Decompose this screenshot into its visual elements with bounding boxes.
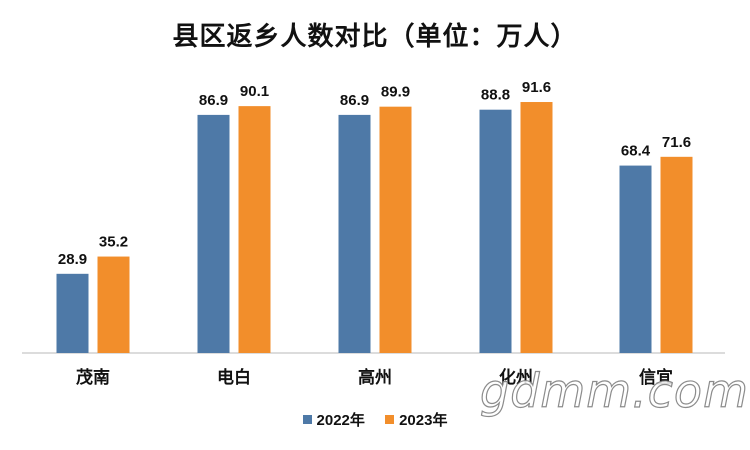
legend-swatch-series-2 <box>385 415 395 424</box>
bar-信宜-2022年 <box>619 165 652 353</box>
data-label-信宜-2022年: 68.4 <box>621 143 651 160</box>
data-label-电白-2023年: 90.1 <box>240 83 269 100</box>
data-label-信宜-2023年: 71.6 <box>662 134 691 151</box>
legend-label-series-1: 2022年 <box>316 412 365 429</box>
bar-茂南-2023年 <box>97 256 130 353</box>
bar-高州-2023年 <box>379 106 412 353</box>
bar-高州-2022年 <box>338 114 371 353</box>
data-label-茂南-2022年: 28.9 <box>58 251 87 268</box>
value-labels-layer: 28.9 35.2 86.9 90.1 86.9 89.9 88.8 91.6 68.4 71.6 <box>58 79 691 268</box>
bar-化州-2022年 <box>479 109 512 353</box>
legend-label-series-2: 2023年 <box>399 412 448 429</box>
data-label-化州-2022年: 88.8 <box>481 87 510 104</box>
data-label-高州-2023年: 89.9 <box>381 84 410 101</box>
bar-信宜-2023年 <box>660 156 693 353</box>
bar-化州-2023年 <box>520 102 553 354</box>
data-label-茂南-2023年: 35.2 <box>99 234 128 251</box>
category-label-化州: 化州 <box>499 367 533 388</box>
watermark: gdmm.com <box>479 363 749 418</box>
data-label-电白-2022年: 86.9 <box>199 92 228 109</box>
category-label-高州: 高州 <box>358 367 392 388</box>
category-label-信宜: 信宜 <box>639 367 673 388</box>
chart-title: 县区返乡人数对比（单位：万人） <box>172 22 578 52</box>
bar-茂南-2022年 <box>56 273 89 353</box>
legend-item-series-2: 2023年 <box>385 409 447 430</box>
bar-电白-2022年 <box>197 114 230 353</box>
category-label-电白: 电白 <box>217 367 251 388</box>
legend: 2022年 2023年 <box>0 409 750 430</box>
bar-电白-2023年 <box>238 106 271 353</box>
bars-layer <box>56 102 693 354</box>
category-labels-layer: 茂南 电白 高州 化州 信宜 <box>76 367 673 388</box>
legend-swatch-series-1 <box>302 415 312 424</box>
category-label-茂南: 茂南 <box>76 367 110 388</box>
legend-item-series-1: 2022年 <box>302 409 365 430</box>
data-label-高州-2022年: 86.9 <box>340 92 369 109</box>
data-label-化州-2023年: 91.6 <box>522 79 551 96</box>
